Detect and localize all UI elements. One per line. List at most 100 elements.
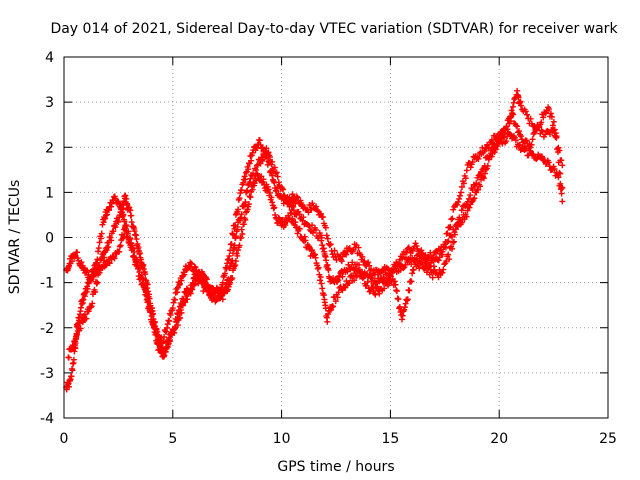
y-tick-label: 2 xyxy=(45,140,54,156)
data-point xyxy=(271,179,278,186)
data-point xyxy=(203,282,210,289)
data-point xyxy=(404,297,411,304)
data-point xyxy=(312,254,319,261)
data-point xyxy=(450,206,457,213)
data-point xyxy=(449,245,456,252)
x-tick-label: 15 xyxy=(381,431,399,447)
data-point xyxy=(238,211,245,218)
data-point xyxy=(360,273,367,280)
data-point xyxy=(327,241,334,248)
data-point xyxy=(111,255,118,262)
data-point xyxy=(457,189,464,196)
data-point xyxy=(288,210,295,217)
data-point xyxy=(235,206,242,213)
data-point xyxy=(396,260,403,267)
data-point xyxy=(413,242,420,249)
data-point xyxy=(150,324,157,331)
data-point xyxy=(314,265,321,272)
data-point xyxy=(232,258,239,265)
data-point xyxy=(174,289,181,296)
data-point xyxy=(268,194,275,201)
data-point xyxy=(236,242,243,249)
data-point xyxy=(139,275,146,282)
data-point xyxy=(484,162,491,169)
data-point xyxy=(78,259,85,266)
data-point xyxy=(306,223,313,230)
data-point xyxy=(133,236,140,243)
data-point xyxy=(547,110,554,117)
data-point xyxy=(241,173,248,180)
data-point xyxy=(446,256,453,263)
data-point xyxy=(163,324,170,331)
data-point xyxy=(504,126,511,133)
data-point xyxy=(522,108,529,115)
x-tick-label: 25 xyxy=(599,431,617,447)
data-point xyxy=(480,175,487,182)
data-point xyxy=(236,195,243,202)
data-point xyxy=(359,253,366,260)
data-point xyxy=(222,270,229,277)
data-point xyxy=(381,285,388,292)
data-point xyxy=(458,207,465,214)
data-point xyxy=(93,280,100,287)
data-point xyxy=(355,244,362,251)
data-point xyxy=(289,191,296,198)
data-point xyxy=(435,274,442,281)
data-point xyxy=(188,285,195,292)
data-point xyxy=(472,183,479,190)
data-point xyxy=(95,248,102,255)
data-point xyxy=(473,180,480,187)
data-point xyxy=(242,176,249,183)
data-point xyxy=(193,267,200,274)
data-point xyxy=(229,275,236,282)
data-point xyxy=(457,192,464,199)
data-point xyxy=(318,280,325,287)
data-point xyxy=(181,271,188,278)
data-point xyxy=(90,268,97,275)
data-point xyxy=(444,230,451,237)
data-point xyxy=(231,225,238,232)
data-point xyxy=(84,285,91,292)
data-point xyxy=(346,245,353,252)
data-point xyxy=(474,154,481,161)
data-point xyxy=(396,303,403,310)
data-point xyxy=(259,156,266,163)
data-point xyxy=(448,216,455,223)
data-point xyxy=(481,148,488,155)
data-point xyxy=(110,228,117,235)
data-point xyxy=(441,243,448,250)
data-point xyxy=(392,281,399,288)
data-point xyxy=(232,222,239,229)
data-point xyxy=(240,179,247,186)
data-point xyxy=(475,155,482,162)
data-point xyxy=(114,218,121,225)
y-tick-label: 1 xyxy=(45,185,54,201)
data-point xyxy=(96,269,103,276)
data-point xyxy=(555,174,562,181)
data-point xyxy=(93,259,100,266)
data-point xyxy=(172,315,179,322)
data-point xyxy=(121,226,128,233)
data-point xyxy=(458,219,465,226)
data-point xyxy=(97,235,104,242)
y-tick-label: -3 xyxy=(40,366,54,382)
data-point xyxy=(180,296,187,303)
data-point xyxy=(445,238,452,245)
x-tick-label: 0 xyxy=(60,431,69,447)
data-point xyxy=(317,277,324,284)
data-point xyxy=(439,251,446,258)
data-point xyxy=(324,235,331,242)
y-tick-label: -2 xyxy=(40,321,54,337)
plot-frame xyxy=(63,56,609,419)
data-point xyxy=(125,238,132,245)
data-point xyxy=(169,305,176,312)
data-point xyxy=(331,247,338,254)
data-point xyxy=(290,207,297,214)
data-point xyxy=(166,336,173,343)
data-point xyxy=(74,249,81,256)
data-point xyxy=(408,278,415,285)
data-point xyxy=(280,186,287,193)
data-point xyxy=(296,225,303,232)
data-point xyxy=(88,303,95,310)
